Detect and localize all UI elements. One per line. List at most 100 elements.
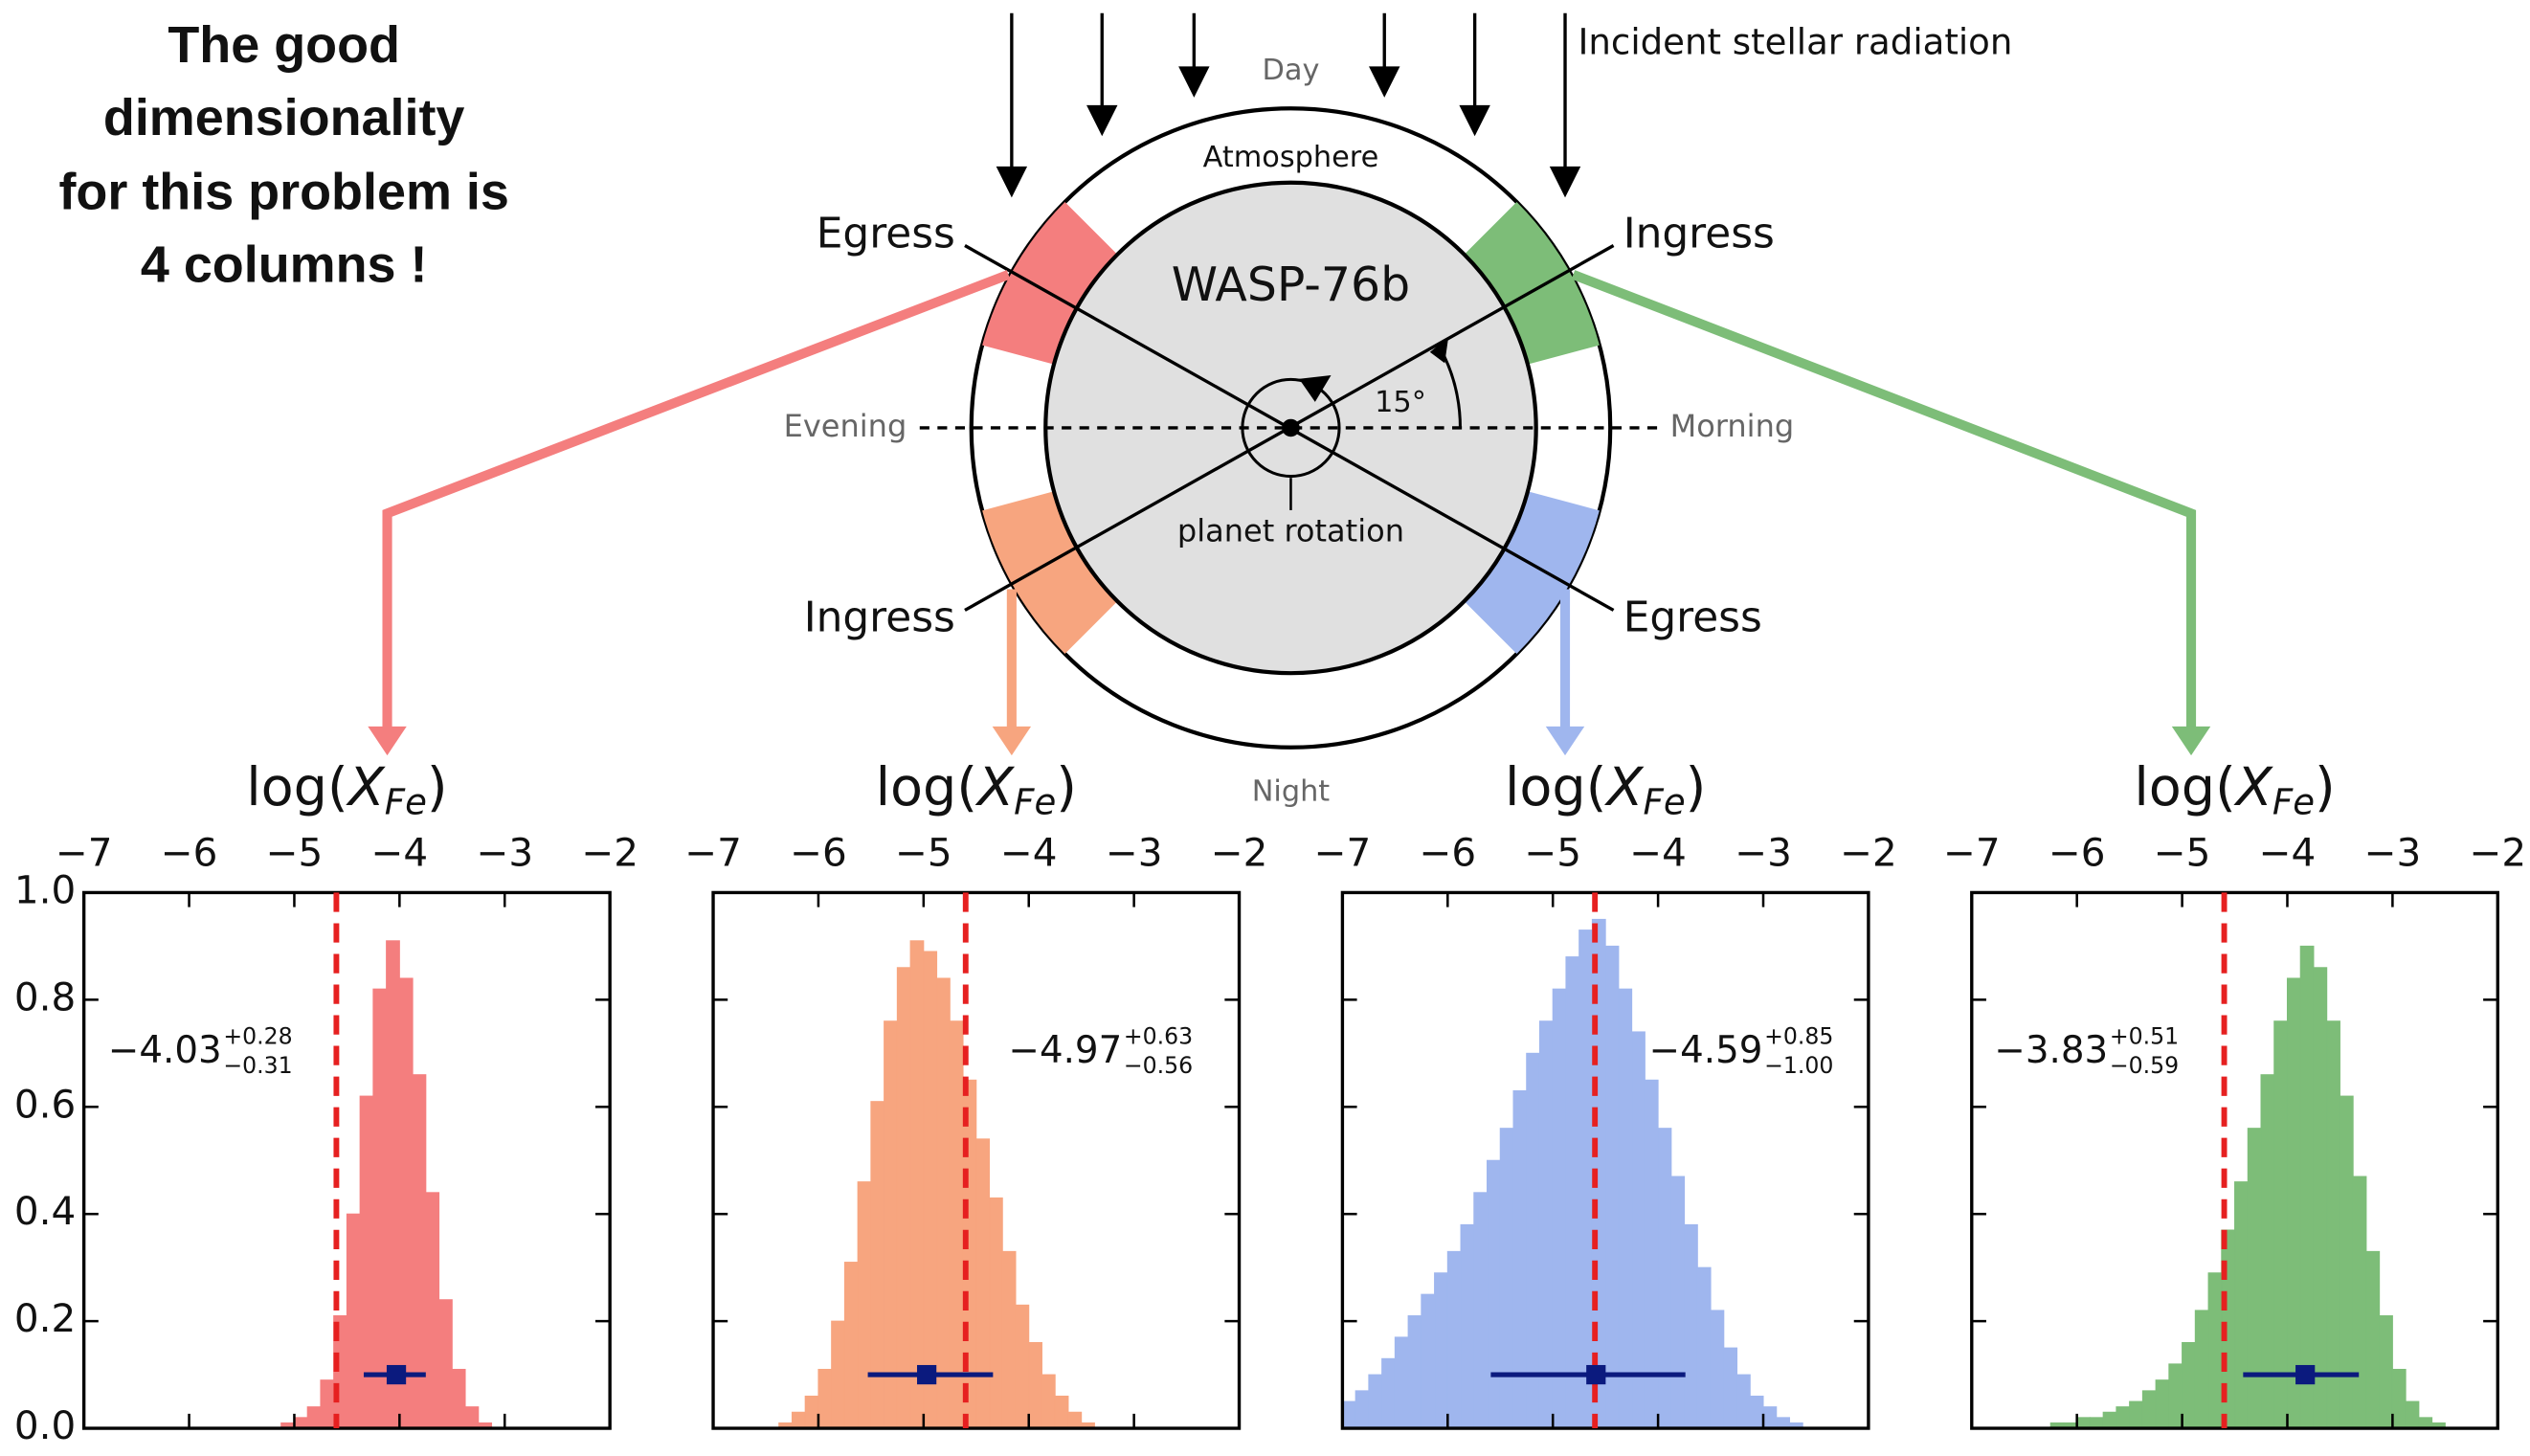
histogram-bar	[975, 1138, 991, 1429]
wedge	[982, 491, 1118, 654]
x-axis-label-part: log(	[876, 756, 977, 818]
x-axis-label: log(XFe)	[2134, 756, 2335, 822]
histogram-bar	[857, 1181, 872, 1429]
histogram-bar	[1670, 1176, 1686, 1429]
histogram-bar	[2273, 1020, 2288, 1429]
histogram-bar	[831, 1320, 845, 1429]
histogram-bar	[1526, 1052, 1540, 1429]
histogram-bar	[425, 1192, 440, 1429]
annotation-line: for this problem is	[58, 164, 508, 221]
histogram-bar	[2182, 1342, 2196, 1429]
connector-head	[2171, 726, 2211, 756]
estimate-marker	[917, 1364, 937, 1385]
x-axis-label-part: )	[1056, 756, 1077, 818]
histogram-bar	[1736, 1374, 1751, 1429]
arrow-head	[1178, 66, 1210, 98]
histogram-bar	[2207, 1272, 2223, 1429]
error-minus-label: −0.59	[2110, 1052, 2179, 1079]
histogram-bar	[1368, 1374, 1383, 1429]
wedge	[982, 201, 1118, 365]
estimate-marker	[386, 1364, 407, 1385]
histogram-bar	[2116, 1406, 2131, 1429]
histogram-bar	[372, 988, 388, 1429]
x-tick-label: −5	[1524, 830, 1581, 876]
histogram-bar	[1421, 1293, 1436, 1429]
x-tick-label: −4	[371, 830, 429, 876]
histogram-bar	[1552, 988, 1567, 1429]
arrow-head	[1459, 104, 1490, 137]
x-tick-label: −3	[2364, 830, 2422, 876]
annotation: The good dimensionality for this problem…	[58, 16, 508, 293]
histogram-bar	[817, 1368, 833, 1429]
histogram-bar	[2299, 945, 2315, 1429]
x-axis-label-part: Fe	[1014, 781, 1056, 822]
annotation-line: The good	[168, 16, 400, 74]
estimate-label: −4.03	[108, 1029, 222, 1072]
histogram-bar	[1473, 1192, 1489, 1429]
atmosphere-label: Atmosphere	[1203, 141, 1379, 174]
plot-frame	[1340, 890, 1870, 1430]
egress-label: Egress	[817, 209, 955, 258]
x-axis-label-part: Fe	[2273, 781, 2315, 822]
estimate-label: −4.59	[1649, 1029, 1763, 1072]
histogram-bar	[1394, 1336, 1409, 1429]
x-axis-label-part: X	[346, 756, 387, 818]
evening-label: Evening	[784, 408, 907, 444]
x-tick-label: −5	[2154, 830, 2211, 876]
histogram-bar	[1028, 1342, 1042, 1429]
histogram-bar	[949, 1020, 964, 1429]
x-tick-label: −5	[895, 830, 952, 876]
histogram-bar	[2168, 1363, 2183, 1429]
histogram-bar	[1604, 945, 1620, 1429]
y-tick-label: 0.0	[14, 1402, 76, 1448]
x-axis-label-part: Fe	[385, 781, 427, 822]
rotation-arrow	[1299, 375, 1332, 402]
annotation-line: 4 columns !	[141, 235, 428, 293]
histogram-bar	[923, 951, 938, 1429]
x-tick-label: −2	[1211, 830, 1268, 876]
histogram-bar	[464, 1406, 480, 1429]
x-tick-label: −3	[1106, 830, 1163, 876]
x-axis-label-part: log(	[1505, 756, 1606, 818]
histogram-bar	[398, 977, 414, 1429]
histogram-bar	[2155, 1379, 2170, 1429]
plot-frame	[1970, 890, 2499, 1430]
histogram-bar	[884, 1020, 898, 1429]
x-axis-label: log(XFe)	[1505, 756, 1706, 822]
x-tick-label: −6	[2049, 830, 2106, 876]
histogram-bar	[2405, 1400, 2420, 1429]
planet-label: WASP-76b	[1172, 258, 1410, 312]
x-axis-label-part: X	[1603, 756, 1645, 818]
histogram-bar	[1067, 1411, 1083, 1429]
estimate-label: −4.97	[1008, 1029, 1122, 1072]
estimate-marker	[1586, 1364, 1606, 1385]
error-minus-label: −0.31	[223, 1052, 292, 1079]
histogram-bar	[1015, 1304, 1030, 1429]
x-tick-label: −5	[266, 830, 324, 876]
connector-head	[368, 726, 407, 756]
histogram-bar	[2391, 1368, 2407, 1429]
x-tick-label: −4	[2259, 830, 2317, 876]
histogram-bar	[1749, 1395, 1764, 1429]
x-axis-label-part: Fe	[1644, 781, 1686, 822]
x-axis-label-part: X	[2233, 756, 2274, 818]
histogram-bar	[1696, 1266, 1712, 1429]
day-label: Day	[1263, 54, 1320, 87]
error-minus-label: −1.00	[1764, 1052, 1833, 1079]
x-tick-label: −4	[1629, 830, 1687, 876]
wedge	[1464, 201, 1600, 365]
rotation-circle	[1241, 377, 1341, 479]
histogram-bar	[1041, 1374, 1056, 1429]
histogram-bar	[2379, 1315, 2393, 1429]
planet-center	[1282, 418, 1300, 437]
histogram-bar	[1565, 956, 1580, 1429]
x-tick-label: −6	[161, 830, 218, 876]
histogram-bar	[1460, 1223, 1475, 1429]
y-tick-label: 0.4	[14, 1188, 76, 1234]
ingress-label: Ingress	[804, 594, 955, 642]
wedge	[1464, 491, 1600, 654]
error-plus-label: +0.63	[1124, 1023, 1193, 1050]
connector	[382, 270, 1011, 730]
histogram-bar	[936, 977, 951, 1429]
